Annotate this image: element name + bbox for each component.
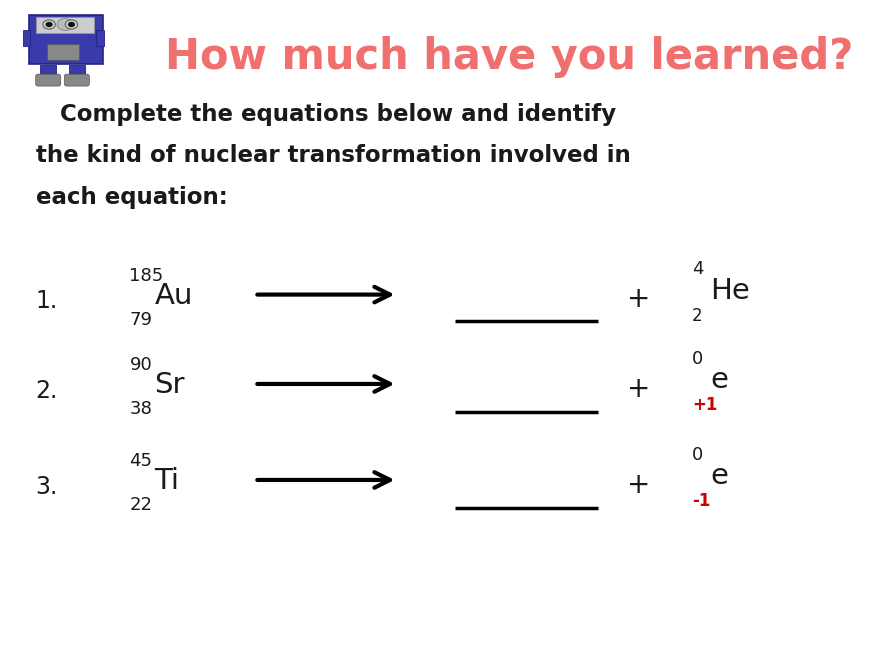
Bar — [69, 65, 85, 79]
Circle shape — [68, 22, 75, 27]
Text: +: + — [627, 375, 650, 402]
Text: 38: 38 — [129, 400, 153, 418]
Text: the kind of nuclear transformation involved in: the kind of nuclear transformation invol… — [36, 144, 630, 167]
Text: 185: 185 — [129, 267, 163, 285]
Text: 4: 4 — [692, 260, 704, 279]
Text: 2.: 2. — [36, 379, 58, 402]
Text: +1: +1 — [692, 396, 717, 414]
Text: 2: 2 — [692, 307, 703, 325]
Text: Complete the equations below and identify: Complete the equations below and identif… — [36, 103, 616, 126]
Text: 0: 0 — [692, 446, 704, 464]
Text: each equation:: each equation: — [36, 186, 228, 209]
Text: e: e — [710, 366, 728, 394]
FancyBboxPatch shape — [29, 15, 103, 64]
Circle shape — [57, 19, 73, 30]
Bar — [40, 65, 56, 79]
Text: 90: 90 — [129, 356, 152, 375]
Bar — [23, 30, 30, 46]
FancyBboxPatch shape — [36, 74, 61, 86]
Circle shape — [43, 20, 55, 29]
Text: -1: -1 — [692, 492, 711, 510]
Circle shape — [46, 22, 53, 27]
Text: +: + — [627, 471, 650, 498]
Text: He: He — [710, 277, 750, 305]
Bar — [36, 17, 94, 33]
Bar — [47, 44, 79, 60]
Text: 1.: 1. — [36, 289, 58, 313]
Text: 22: 22 — [129, 496, 153, 514]
Circle shape — [65, 20, 78, 29]
Text: How much have you learned?: How much have you learned? — [165, 36, 853, 78]
Text: Ti: Ti — [154, 467, 179, 495]
Text: e: e — [710, 462, 728, 490]
Text: 3.: 3. — [36, 475, 58, 498]
Text: 45: 45 — [129, 452, 153, 471]
FancyBboxPatch shape — [64, 74, 89, 86]
Text: Au: Au — [154, 282, 193, 310]
Bar — [96, 30, 104, 46]
Text: +: + — [627, 285, 650, 313]
Text: 79: 79 — [129, 310, 153, 329]
Text: 0: 0 — [692, 350, 704, 368]
Text: Sr: Sr — [154, 371, 185, 399]
